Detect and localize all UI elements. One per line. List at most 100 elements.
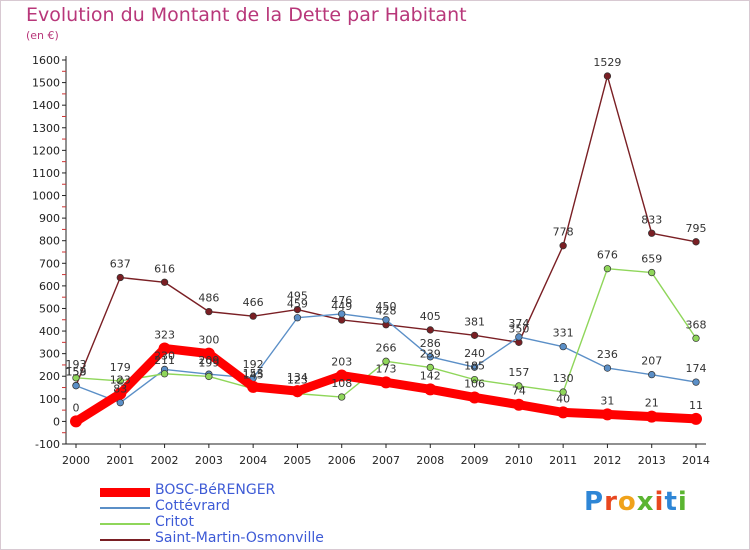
data-point [603, 364, 612, 372]
y-tick-label: 1400 [32, 99, 60, 112]
y-tick-label: 1500 [32, 77, 60, 90]
data-label: 286 [420, 337, 441, 350]
data-label: 676 [597, 249, 618, 262]
data-point [338, 316, 346, 324]
data-point [692, 378, 700, 386]
data-label: 486 [198, 292, 219, 305]
data-label: 157 [508, 366, 529, 379]
data-label: 158 [66, 366, 87, 379]
data-label: 368 [686, 318, 707, 331]
data-label: 21 [645, 397, 659, 410]
data-point [470, 331, 479, 340]
data-point [559, 388, 567, 396]
logo-letter: o [617, 487, 637, 517]
data-label: 193 [66, 358, 87, 371]
x-tick-label: 2008 [416, 454, 444, 467]
data-point [293, 305, 302, 314]
data-label: 211 [154, 354, 175, 367]
data-label: 450 [376, 300, 397, 313]
y-tick-label: 400 [39, 325, 60, 338]
data-label: 405 [420, 310, 441, 323]
logo-letter: x [636, 487, 655, 517]
x-tick-label: 2013 [638, 454, 666, 467]
data-point [291, 385, 304, 398]
data-label: 236 [597, 348, 618, 361]
data-point [645, 410, 658, 423]
x-tick-label: 2000 [62, 454, 90, 467]
y-tick-label: 1000 [32, 190, 60, 203]
data-point [470, 363, 479, 371]
legend-item: Cottévrard [100, 498, 360, 516]
data-label: 459 [287, 298, 308, 311]
data-point [648, 229, 656, 237]
data-label: 230 [154, 349, 175, 362]
legend-swatch [100, 539, 150, 541]
data-point [603, 265, 612, 273]
data-point [72, 374, 80, 382]
data-label: 331 [553, 327, 574, 340]
data-point [247, 380, 260, 393]
data-point [426, 363, 434, 372]
data-label: 31 [600, 394, 614, 407]
data-point [648, 371, 656, 379]
data-label: 130 [553, 372, 574, 385]
data-label: 185 [464, 360, 485, 373]
y-tick-label: 1100 [32, 167, 60, 180]
legend-swatch [100, 507, 150, 509]
data-point [380, 376, 392, 389]
x-tick-label: 2005 [283, 454, 311, 467]
data-label: 240 [464, 347, 485, 360]
y-tick-label: -100 [35, 438, 60, 451]
data-label: 174 [686, 362, 707, 375]
data-point [338, 310, 346, 318]
data-point [559, 242, 567, 250]
x-tick-label: 2002 [151, 454, 179, 467]
data-point [382, 316, 390, 324]
data-point [72, 382, 80, 390]
data-point [293, 314, 302, 322]
data-label: 428 [376, 305, 397, 318]
data-label: 142 [420, 369, 441, 382]
data-label: 374 [508, 317, 529, 330]
legend-item: Saint-Martin-Osmonville [100, 530, 360, 548]
data-label: 300 [198, 334, 219, 347]
data-label: 40 [556, 392, 570, 405]
data-point [601, 408, 614, 421]
y-tick-label: 500 [39, 302, 60, 315]
data-point [114, 387, 127, 400]
data-label: 0 [73, 401, 80, 414]
data-point [205, 307, 213, 316]
data-point [512, 398, 525, 411]
data-label: 199 [198, 356, 219, 369]
legend-label: BOSC-BéRENGER [155, 482, 276, 498]
data-label: 83 [113, 383, 127, 396]
x-tick-label: 2001 [106, 454, 134, 467]
data-label: 659 [641, 253, 662, 266]
data-point [160, 370, 169, 378]
x-tick-label: 2010 [505, 454, 533, 467]
y-tick-label: 1300 [32, 122, 60, 135]
legend-swatch [100, 523, 150, 525]
data-label: 795 [686, 222, 707, 235]
data-point [426, 326, 434, 334]
data-label: 153 [243, 367, 264, 380]
y-tick-label: 0 [53, 415, 60, 428]
y-tick-label: 1600 [32, 54, 60, 67]
y-tick-label: 1200 [32, 144, 60, 157]
data-point [205, 372, 213, 381]
data-point [692, 334, 700, 342]
data-point [690, 412, 702, 425]
x-tick-label: 2009 [461, 454, 489, 467]
data-label: 203 [331, 356, 352, 369]
data-label: 74 [512, 385, 526, 398]
data-label: 134 [287, 371, 308, 384]
x-tick-label: 2003 [195, 454, 223, 467]
y-tick-label: 900 [39, 212, 60, 225]
x-tick-label: 2011 [549, 454, 577, 467]
data-point [116, 273, 124, 282]
legend-label: Critot [155, 514, 194, 530]
data-label: 145 [243, 369, 264, 382]
data-label: 106 [464, 377, 485, 390]
legend-label: Cottévrard [155, 498, 230, 514]
data-point [116, 377, 124, 385]
